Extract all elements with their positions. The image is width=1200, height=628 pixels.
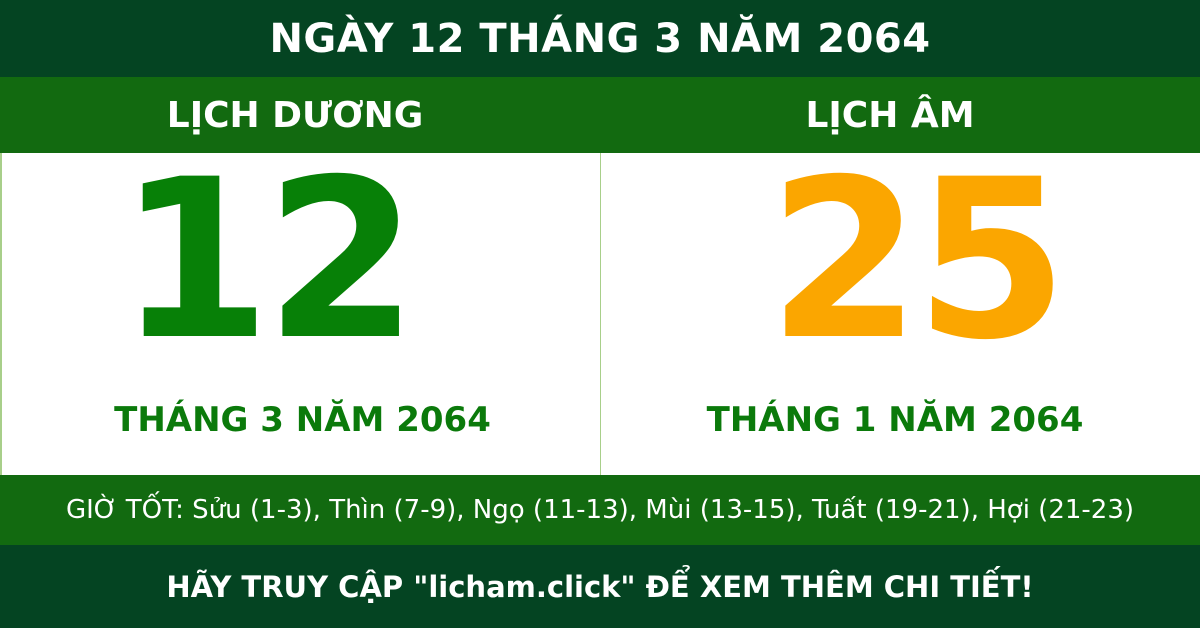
page-title: NGÀY 12 THÁNG 3 NĂM 2064: [0, 0, 1200, 77]
solar-day: 12: [117, 132, 418, 388]
solar-month-year: THÁNG 3 NĂM 2064: [114, 400, 491, 440]
lunar-day: 25: [767, 132, 1068, 388]
good-hours: GIỜ TỐT: Sửu (1-3), Thìn (7-9), Ngọ (11-…: [0, 475, 1200, 545]
solar-calendar-label: LỊCH DƯƠNG: [166, 94, 424, 136]
calendar-body: [0, 153, 1200, 475]
lunar-month-year: THÁNG 1 NĂM 2064: [706, 400, 1084, 440]
lunar-calendar-label: LỊCH ÂM: [805, 94, 975, 136]
calendar-headers: LỊCH DƯƠNG LỊCH ÂM: [0, 77, 1200, 153]
footer-cta: HÃY TRUY CẬP "licham.click" ĐỂ XEM THÊM …: [0, 545, 1200, 628]
column-divider: [600, 153, 601, 475]
